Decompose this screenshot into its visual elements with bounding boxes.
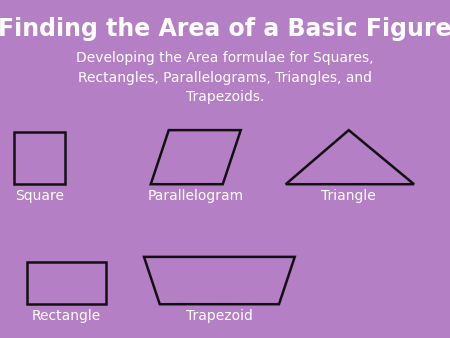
Polygon shape — [144, 257, 295, 304]
Text: Rectangle: Rectangle — [32, 309, 101, 323]
Polygon shape — [151, 130, 241, 184]
Text: Parallelogram: Parallelogram — [148, 189, 244, 203]
Bar — [14, 132, 65, 184]
Text: Finding the Area of a Basic Figure: Finding the Area of a Basic Figure — [0, 17, 450, 41]
Text: Triangle: Triangle — [321, 189, 376, 203]
Text: Developing the Area formulae for Squares,
Rectangles, Parallelograms, Triangles,: Developing the Area formulae for Squares… — [76, 51, 374, 104]
Bar — [27, 262, 106, 304]
Text: Trapezoid: Trapezoid — [186, 309, 253, 323]
Text: Square: Square — [15, 189, 63, 203]
Polygon shape — [286, 130, 414, 184]
